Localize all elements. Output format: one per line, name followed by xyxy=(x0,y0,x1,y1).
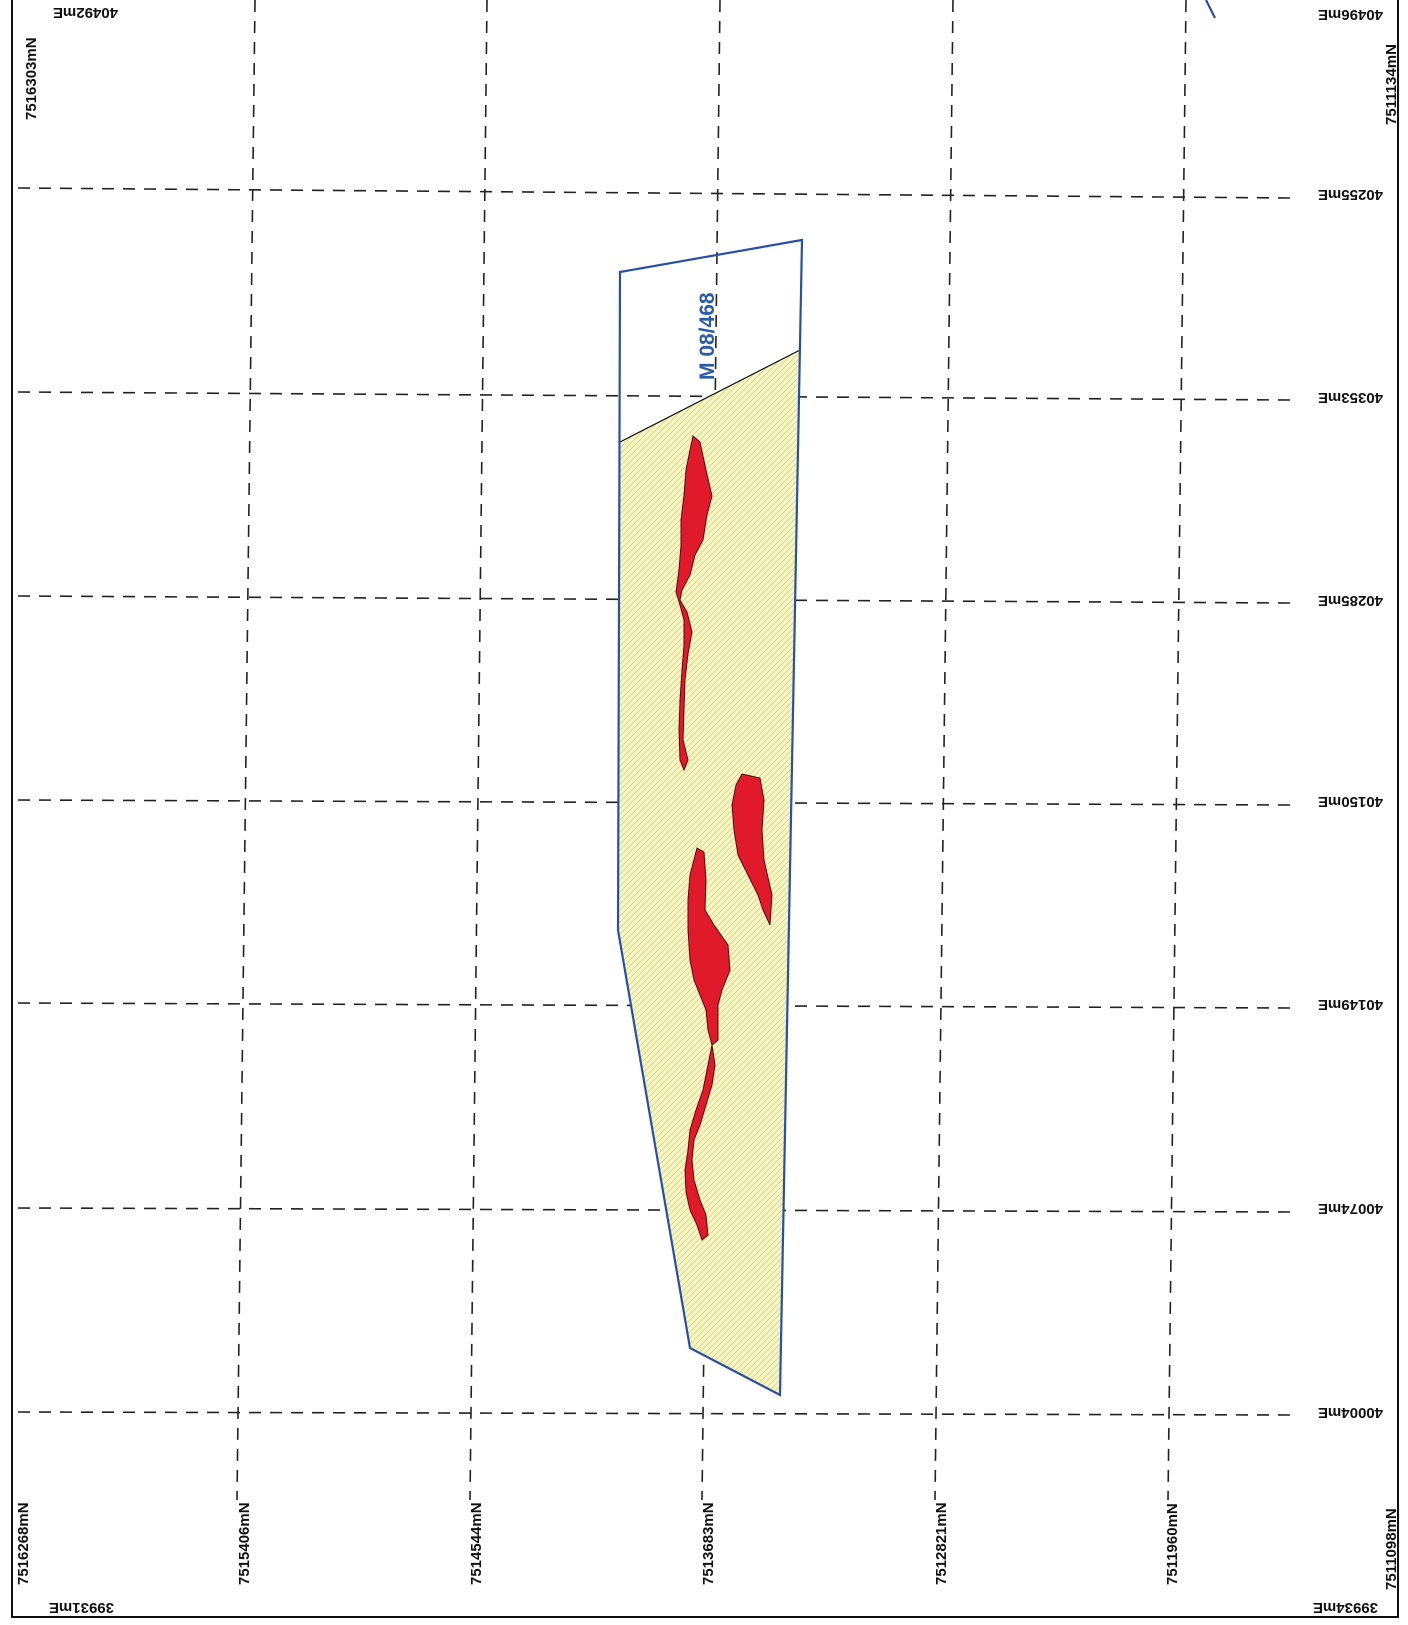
easting-label-bottom-right: 39934mE xyxy=(1313,1599,1378,1616)
northing-label-bottom-1: 7516268mN xyxy=(15,1502,32,1585)
lease-boundary[interactable] xyxy=(616,238,804,1397)
northing-labels-bottom: 7516268mN 7515406mN 7514544mN 7513683mN … xyxy=(15,1502,1400,1590)
ore-body-4 xyxy=(684,1044,716,1241)
easting-labels-right: 40496mE 40255mE 40353mE 40285mE 40150mE … xyxy=(1318,6,1383,1421)
easting-label-right-8: 40004mE xyxy=(1318,1404,1383,1421)
grid-line-h1 xyxy=(17,187,1291,199)
grid-line-v4 xyxy=(934,0,954,1501)
northing-label-top-right: 7511134mN xyxy=(1383,44,1400,125)
northing-label-bottom-7: 7511098mN xyxy=(1383,1508,1400,1590)
easting-label-right-7: 40074mE xyxy=(1318,1200,1383,1217)
northing-label-bottom-5: 7512821mN xyxy=(933,1502,950,1585)
ore-body-1 xyxy=(675,435,713,772)
grid-line-h6 xyxy=(17,1207,1291,1213)
northing-label-bottom-4: 7513683mN xyxy=(700,1502,717,1585)
ore-body-2 xyxy=(731,773,773,926)
grid-line-v2 xyxy=(469,0,488,1501)
northing-label-bottom-6: 7511960mN xyxy=(1164,1503,1181,1585)
northing-label-top-left: 7516303mN xyxy=(23,37,40,120)
map-frame xyxy=(11,0,1399,1618)
ore-bodies xyxy=(675,435,773,1241)
zone-boundary-line xyxy=(619,349,801,443)
ore-body-3 xyxy=(687,847,731,1046)
grid-line-v5 xyxy=(1167,0,1187,1501)
easting-label-bottom-left: 39931mE xyxy=(49,1599,114,1616)
lease-label: M 08/468 xyxy=(696,292,719,380)
grid-line-h7 xyxy=(17,1411,1291,1416)
easting-label-right-2: 40255mE xyxy=(1318,186,1383,203)
grid-line-h2 xyxy=(17,391,1291,401)
mineralised-zone xyxy=(618,350,800,1395)
easting-label-right-1: 40496mE xyxy=(1318,6,1383,23)
grid-line-v1 xyxy=(236,0,256,1501)
easting-label-right-4: 40285mE xyxy=(1318,592,1383,609)
easting-label-right-6: 40149mE xyxy=(1318,996,1383,1013)
easting-label-top-left: 40492mE xyxy=(53,4,118,21)
northing-label-bottom-3: 7514544mN xyxy=(468,1502,485,1585)
adjacent-lease-boundary xyxy=(1205,0,1216,19)
easting-label-right-3: 40353mE xyxy=(1318,389,1383,406)
easting-label-right-5: 40150mE xyxy=(1318,793,1383,810)
northing-label-bottom-2: 7515406mN xyxy=(236,1502,253,1585)
